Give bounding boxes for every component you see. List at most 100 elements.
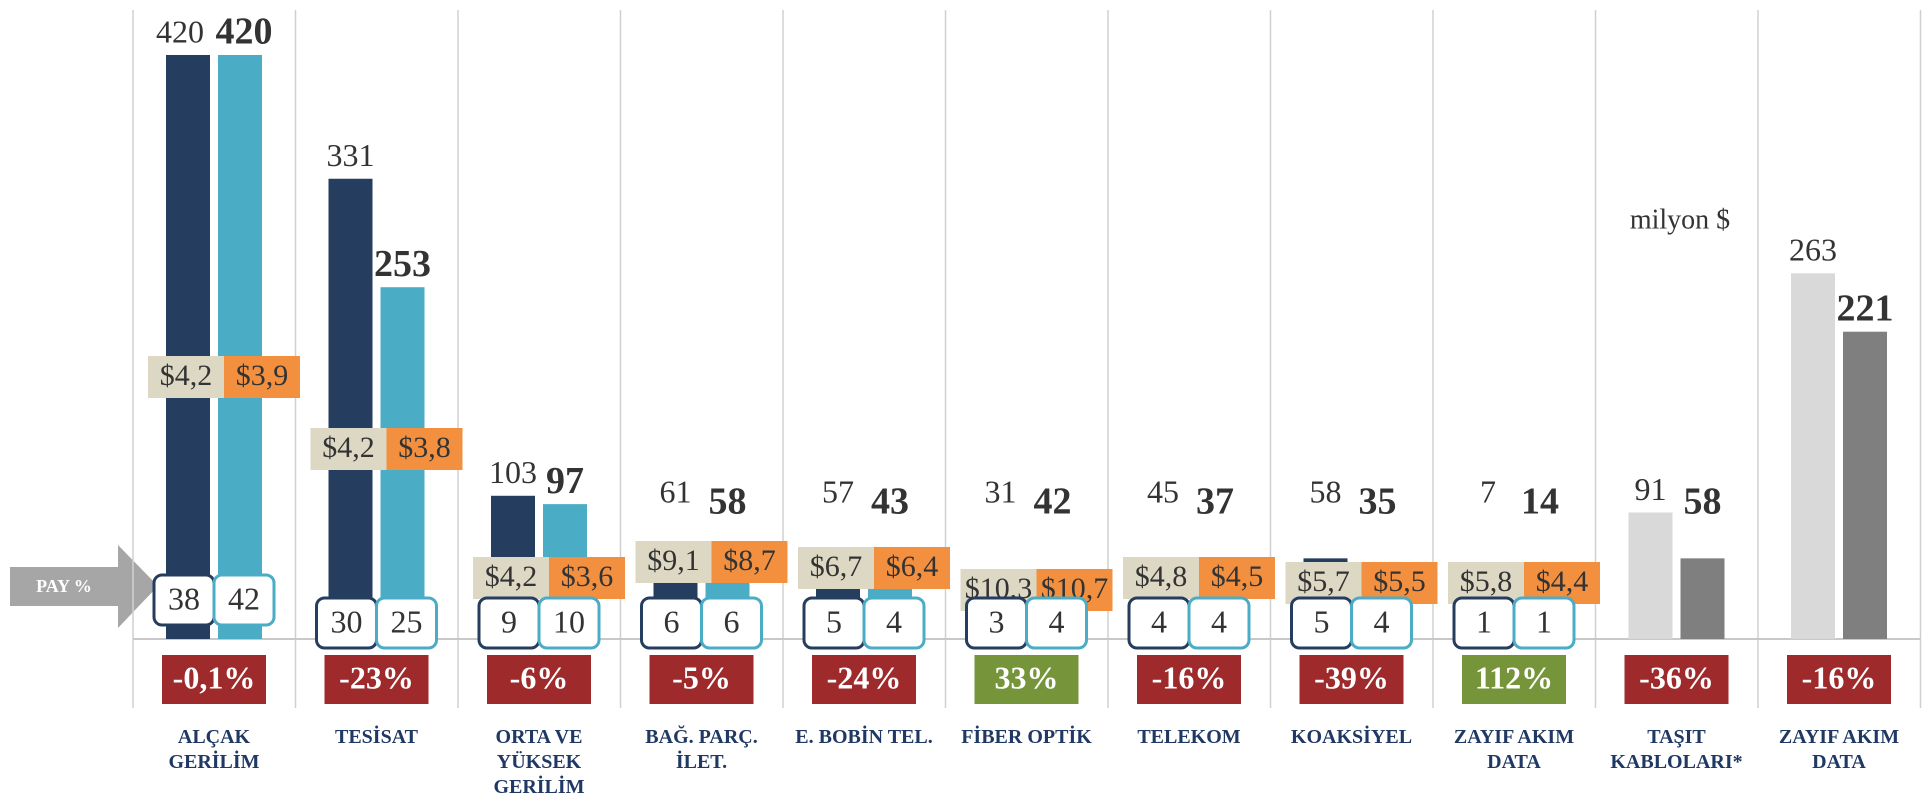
category-label: E. BOBİN TEL. [795, 726, 933, 748]
value-label: 331 [327, 137, 375, 173]
price-label: $5,5 [1373, 565, 1426, 598]
category-label: TELEKOM [1137, 726, 1241, 748]
value-label: 91 [1635, 471, 1667, 507]
share-label: 3 [989, 603, 1005, 639]
change-label: -0,1% [173, 659, 256, 695]
share-box [862, 596, 926, 650]
price-label: $8,7 [723, 544, 776, 577]
change-box [1624, 655, 1729, 704]
change-label: -5% [672, 659, 731, 695]
share-label: 4 [1049, 603, 1065, 639]
share-label: PAY % [36, 576, 92, 596]
bar [218, 55, 262, 639]
share-box [1512, 596, 1576, 650]
change-label: -6% [510, 659, 569, 695]
share-label: 10 [553, 603, 585, 639]
value-label: 37 [1196, 481, 1234, 523]
value-label: 58 [709, 481, 747, 523]
value-label: 253 [374, 243, 431, 285]
price-label: $3,6 [561, 560, 614, 593]
share-label: 4 [1374, 603, 1390, 639]
share-label: 25 [391, 603, 423, 639]
bar [1680, 558, 1725, 639]
change-label: -16% [1802, 659, 1877, 695]
value-label: 35 [1359, 481, 1397, 523]
change-label: 112% [1475, 659, 1553, 695]
share-label: 30 [331, 603, 363, 639]
change-box [324, 655, 429, 704]
category-label: ALÇAK GERİLİM [168, 726, 260, 773]
unit-note: milyon $ [1630, 204, 1730, 235]
price-box [1123, 557, 1199, 599]
share-box [1350, 596, 1413, 650]
share-label: 9 [501, 603, 517, 639]
price-label: $4,2 [485, 560, 538, 593]
share-box [1187, 596, 1251, 650]
change-label: -24% [827, 659, 902, 695]
share-label: 4 [1151, 603, 1167, 639]
change-box [1462, 655, 1566, 704]
share-box [700, 596, 763, 650]
price-label: $3,9 [236, 359, 289, 392]
value-label: 61 [660, 473, 692, 509]
value-label: 14 [1521, 481, 1559, 523]
price-label: $6,4 [886, 550, 939, 583]
price-box [224, 356, 300, 398]
value-label: 57 [822, 473, 854, 509]
price-box [1199, 557, 1275, 599]
price-box [310, 428, 387, 470]
price-label: $5,7 [1297, 565, 1350, 598]
price-box [874, 547, 950, 589]
price-box [798, 547, 874, 589]
share-label: 6 [664, 603, 680, 639]
value-label: 420 [216, 11, 273, 53]
price-box [473, 557, 549, 599]
share-box [1025, 596, 1088, 650]
change-label: -36% [1639, 659, 1714, 695]
category-label: ZAYIF AKIM DATA [1453, 726, 1575, 773]
value-label: 103 [489, 454, 537, 490]
category-label: KOAKSİYEL [1290, 726, 1413, 748]
price-box [635, 541, 712, 583]
change-box [1299, 655, 1404, 704]
change-label: -16% [1152, 659, 1227, 695]
share-box [212, 573, 276, 627]
share-arrow [10, 545, 158, 628]
category-label: FİBER OPTİK [961, 726, 1092, 748]
price-label: $4,8 [1135, 560, 1188, 593]
share-box [375, 596, 438, 650]
share-label: 5 [826, 603, 842, 639]
value-label: 58 [1684, 481, 1722, 523]
bar [1628, 512, 1673, 639]
value-label: 221 [1837, 287, 1894, 329]
share-label: 38 [168, 580, 200, 616]
price-label: $4,4 [1536, 565, 1589, 598]
change-box [162, 655, 266, 704]
category-label: BAĞ. PARÇ. İLET. [645, 726, 758, 773]
price-label: $4,2 [160, 359, 213, 392]
category-label: ORTA VE YÜKSEK GERİLİM [493, 726, 585, 798]
share-box [537, 596, 601, 650]
price-box [386, 428, 463, 470]
change-box [974, 655, 1079, 704]
value-label: 42 [1034, 481, 1072, 523]
share-label: 5 [1314, 603, 1330, 639]
price-label: $5,8 [1460, 565, 1513, 598]
change-box [812, 655, 916, 704]
price-box [549, 557, 625, 599]
value-label: 31 [985, 473, 1017, 509]
bar [328, 178, 373, 639]
change-box [487, 655, 591, 704]
price-label: $4,2 [322, 431, 375, 464]
value-label: 45 [1147, 473, 1179, 509]
value-label: 58 [1310, 473, 1342, 509]
price-label: $3,8 [398, 431, 451, 464]
value-label: 420 [156, 13, 204, 49]
share-label: 6 [724, 603, 740, 639]
category-label: TAŞIT KABLOLARI* [1610, 726, 1743, 773]
change-label: -23% [339, 659, 414, 695]
price-box [711, 541, 788, 583]
change-box [649, 655, 754, 704]
